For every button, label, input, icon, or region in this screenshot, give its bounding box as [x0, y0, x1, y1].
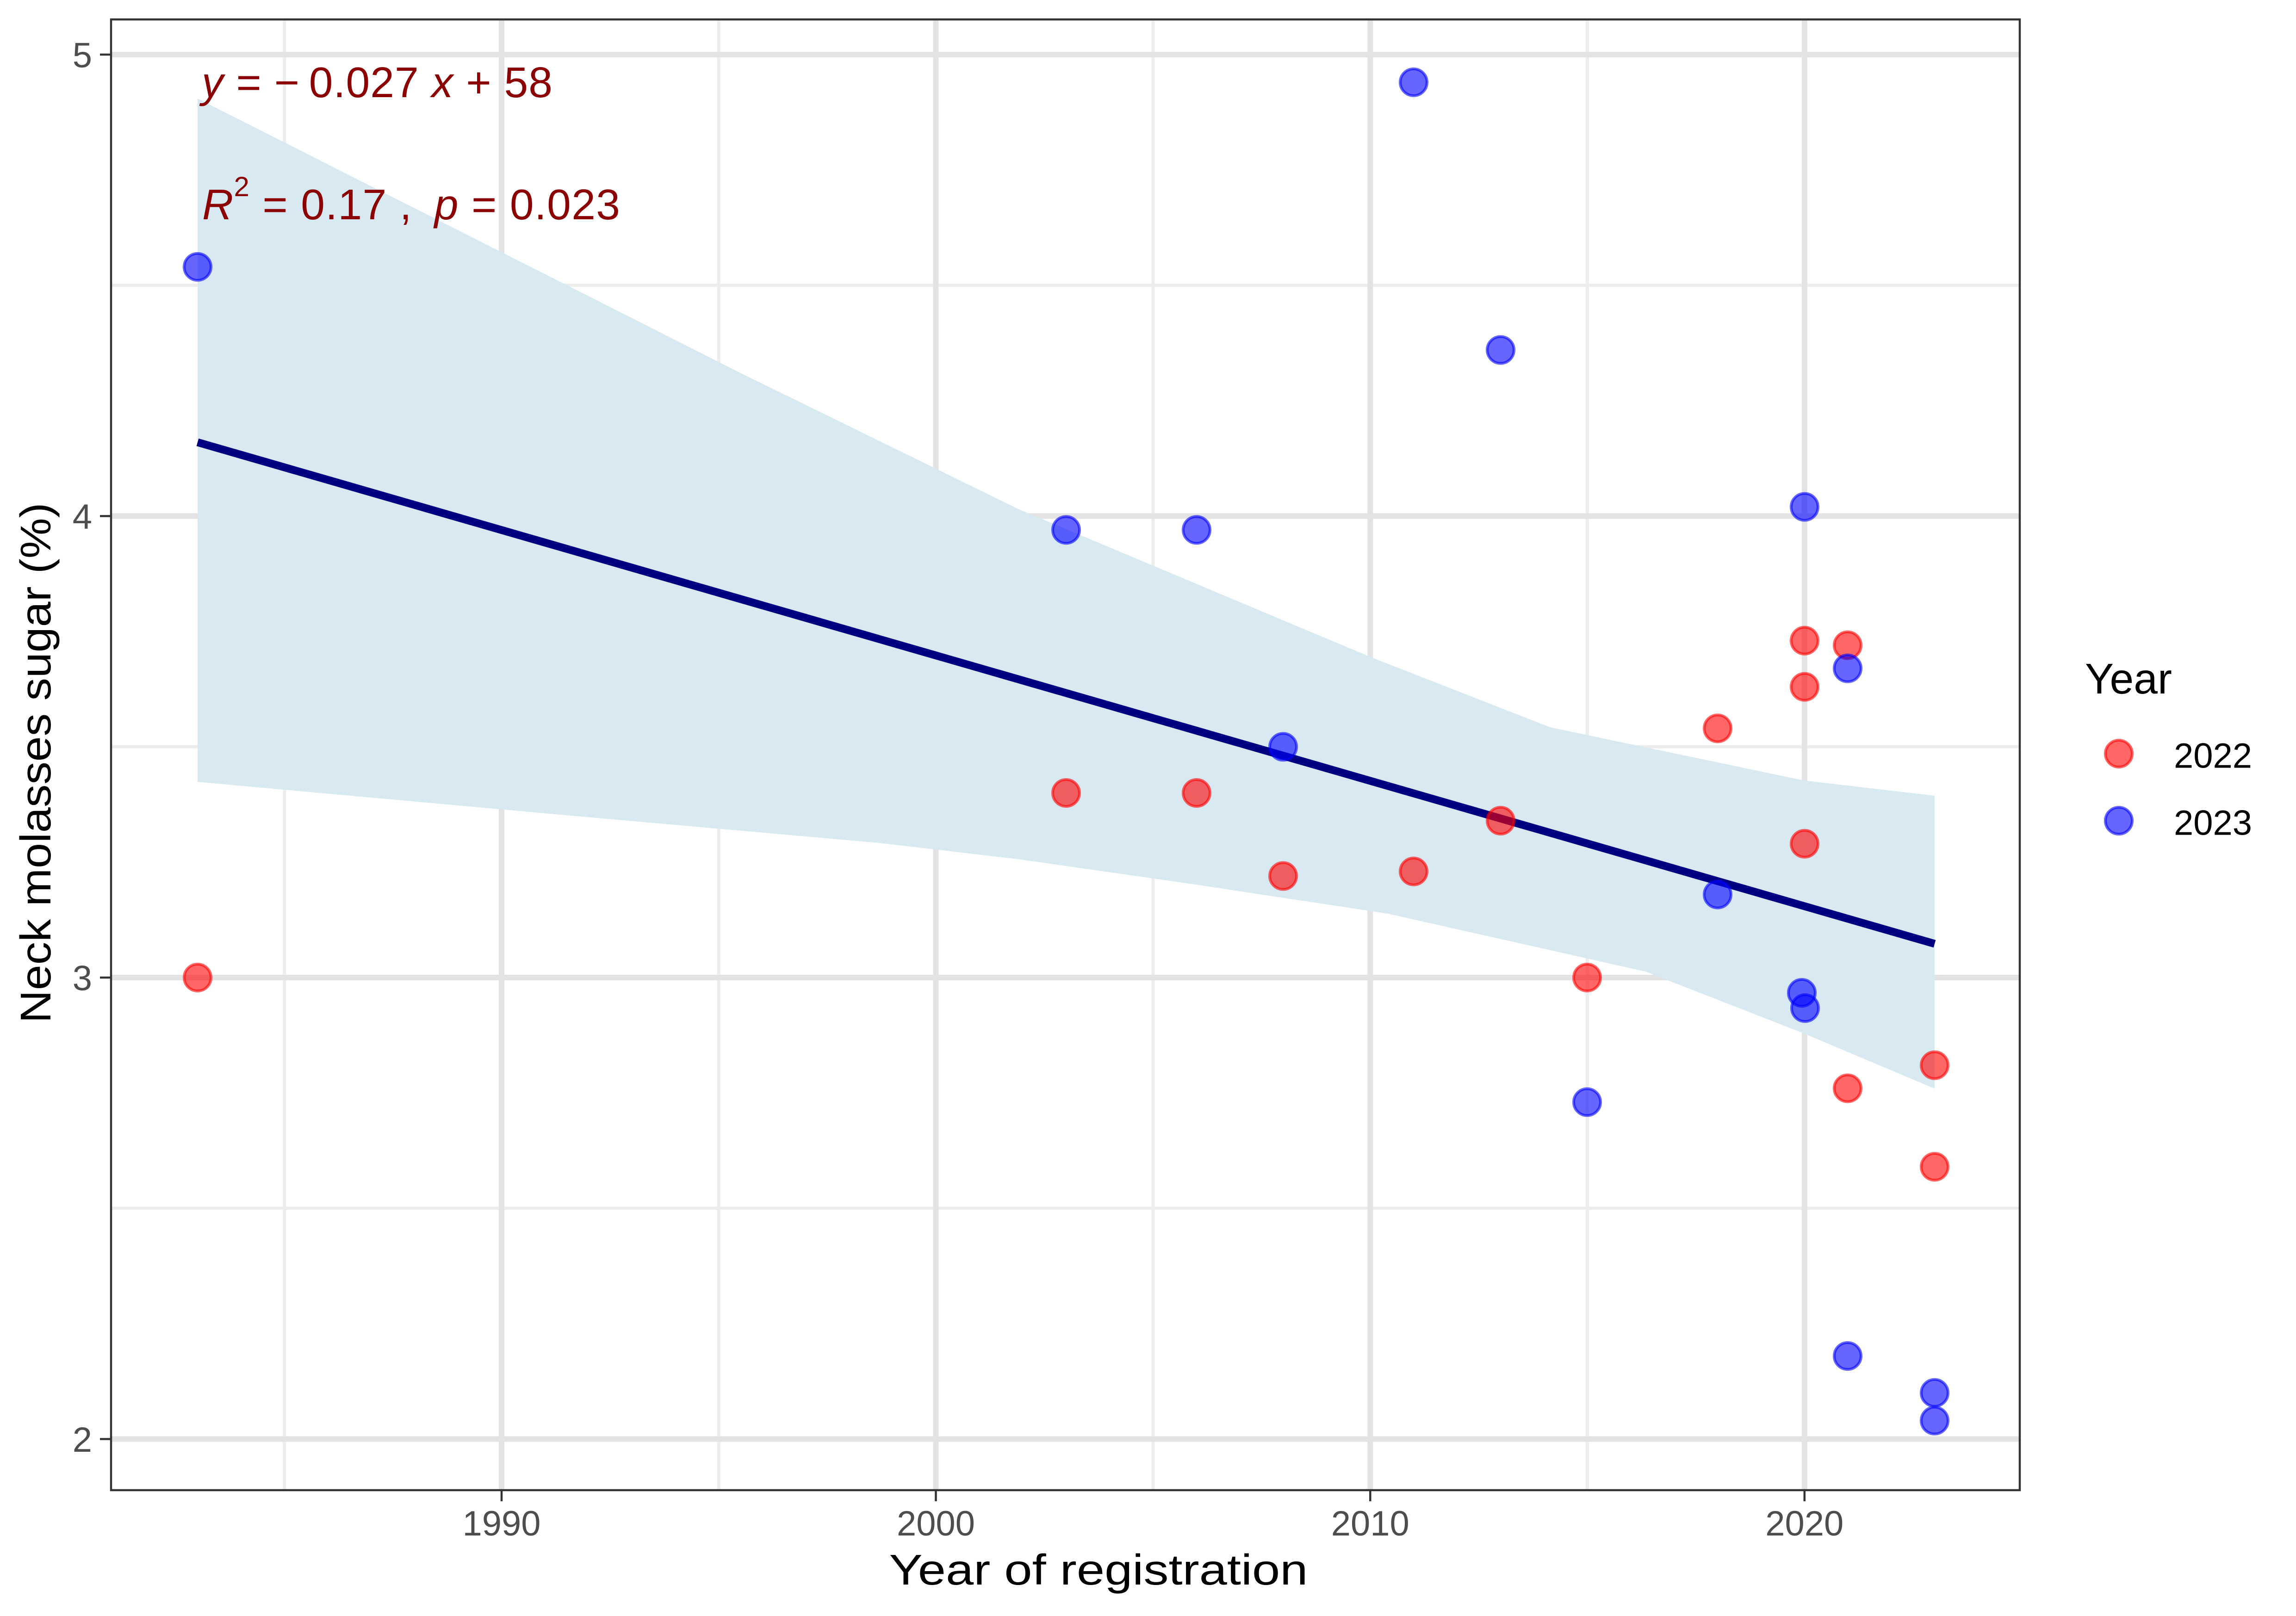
svg-text:y = − 0.027 x + 58: y = − 0.027 x + 58 [199, 58, 552, 106]
svg-text:2023: 2023 [2174, 804, 2252, 843]
svg-text:3: 3 [73, 959, 92, 998]
svg-text:2: 2 [73, 1420, 92, 1460]
svg-text:2020: 2020 [1765, 1504, 1843, 1543]
svg-text:1990: 1990 [462, 1504, 540, 1543]
svg-text:Neck molasses sugar (%): Neck molasses sugar (%) [12, 503, 60, 1023]
svg-text:4: 4 [73, 497, 92, 537]
svg-text:2000: 2000 [897, 1504, 975, 1543]
svg-text:5: 5 [73, 36, 92, 75]
svg-text:Year: Year [2085, 655, 2172, 703]
svg-text:2010: 2010 [1331, 1504, 1409, 1543]
svg-text:2022: 2022 [2174, 737, 2252, 776]
svg-text:Year of registration: Year of registration [889, 1546, 1308, 1594]
svg-text:R2 = 0.17 , p = 0.023: R2 = 0.17 , p = 0.023 [202, 171, 620, 229]
